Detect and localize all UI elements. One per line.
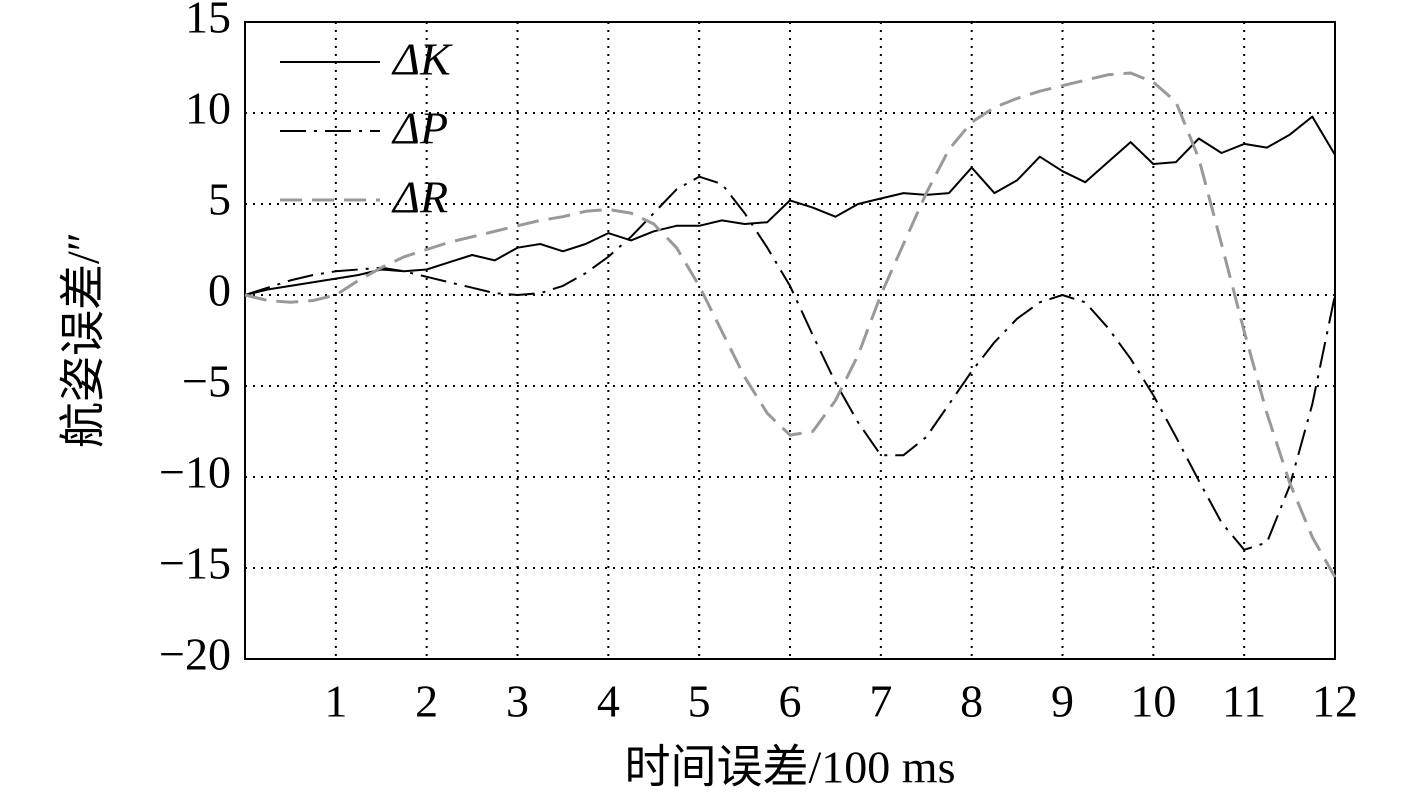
x-tick-label: 7	[869, 676, 892, 727]
y-tick-label: −5	[182, 356, 231, 407]
y-tick-label: −20	[159, 629, 231, 680]
x-tick-label: 6	[779, 676, 802, 727]
x-tick-label: 1	[324, 676, 347, 727]
x-tick-label: 12	[1312, 676, 1358, 727]
x-tick-label: 3	[506, 676, 529, 727]
y-tick-label: 10	[185, 83, 231, 134]
y-tick-label: −15	[159, 538, 231, 589]
x-tick-label: 8	[960, 676, 983, 727]
x-axis-label: 时间误差/100 ms	[625, 742, 956, 793]
data-line	[244, 71, 1337, 578]
plot-frame	[244, 21, 1336, 660]
y-tick-label: 15	[185, 0, 231, 43]
legend-label: ΔR	[391, 172, 448, 223]
x-tick-label: 11	[1222, 676, 1266, 727]
legend-label: ΔP	[391, 103, 448, 154]
y-axis-label: 航姿误差/″	[58, 232, 109, 448]
x-tick-label: 10	[1130, 676, 1176, 727]
y-tick-label: 5	[208, 174, 231, 225]
data-line	[244, 175, 1336, 551]
x-tick-label: 9	[1051, 676, 1074, 727]
y-tick-label: 0	[208, 265, 231, 316]
x-tick-label: 5	[688, 676, 711, 727]
legend-label: ΔK	[391, 34, 453, 85]
x-tick-label: 2	[415, 676, 438, 727]
x-tick-label: 4	[597, 676, 620, 727]
data-line	[244, 115, 1336, 296]
y-tick-label: −10	[159, 447, 231, 498]
